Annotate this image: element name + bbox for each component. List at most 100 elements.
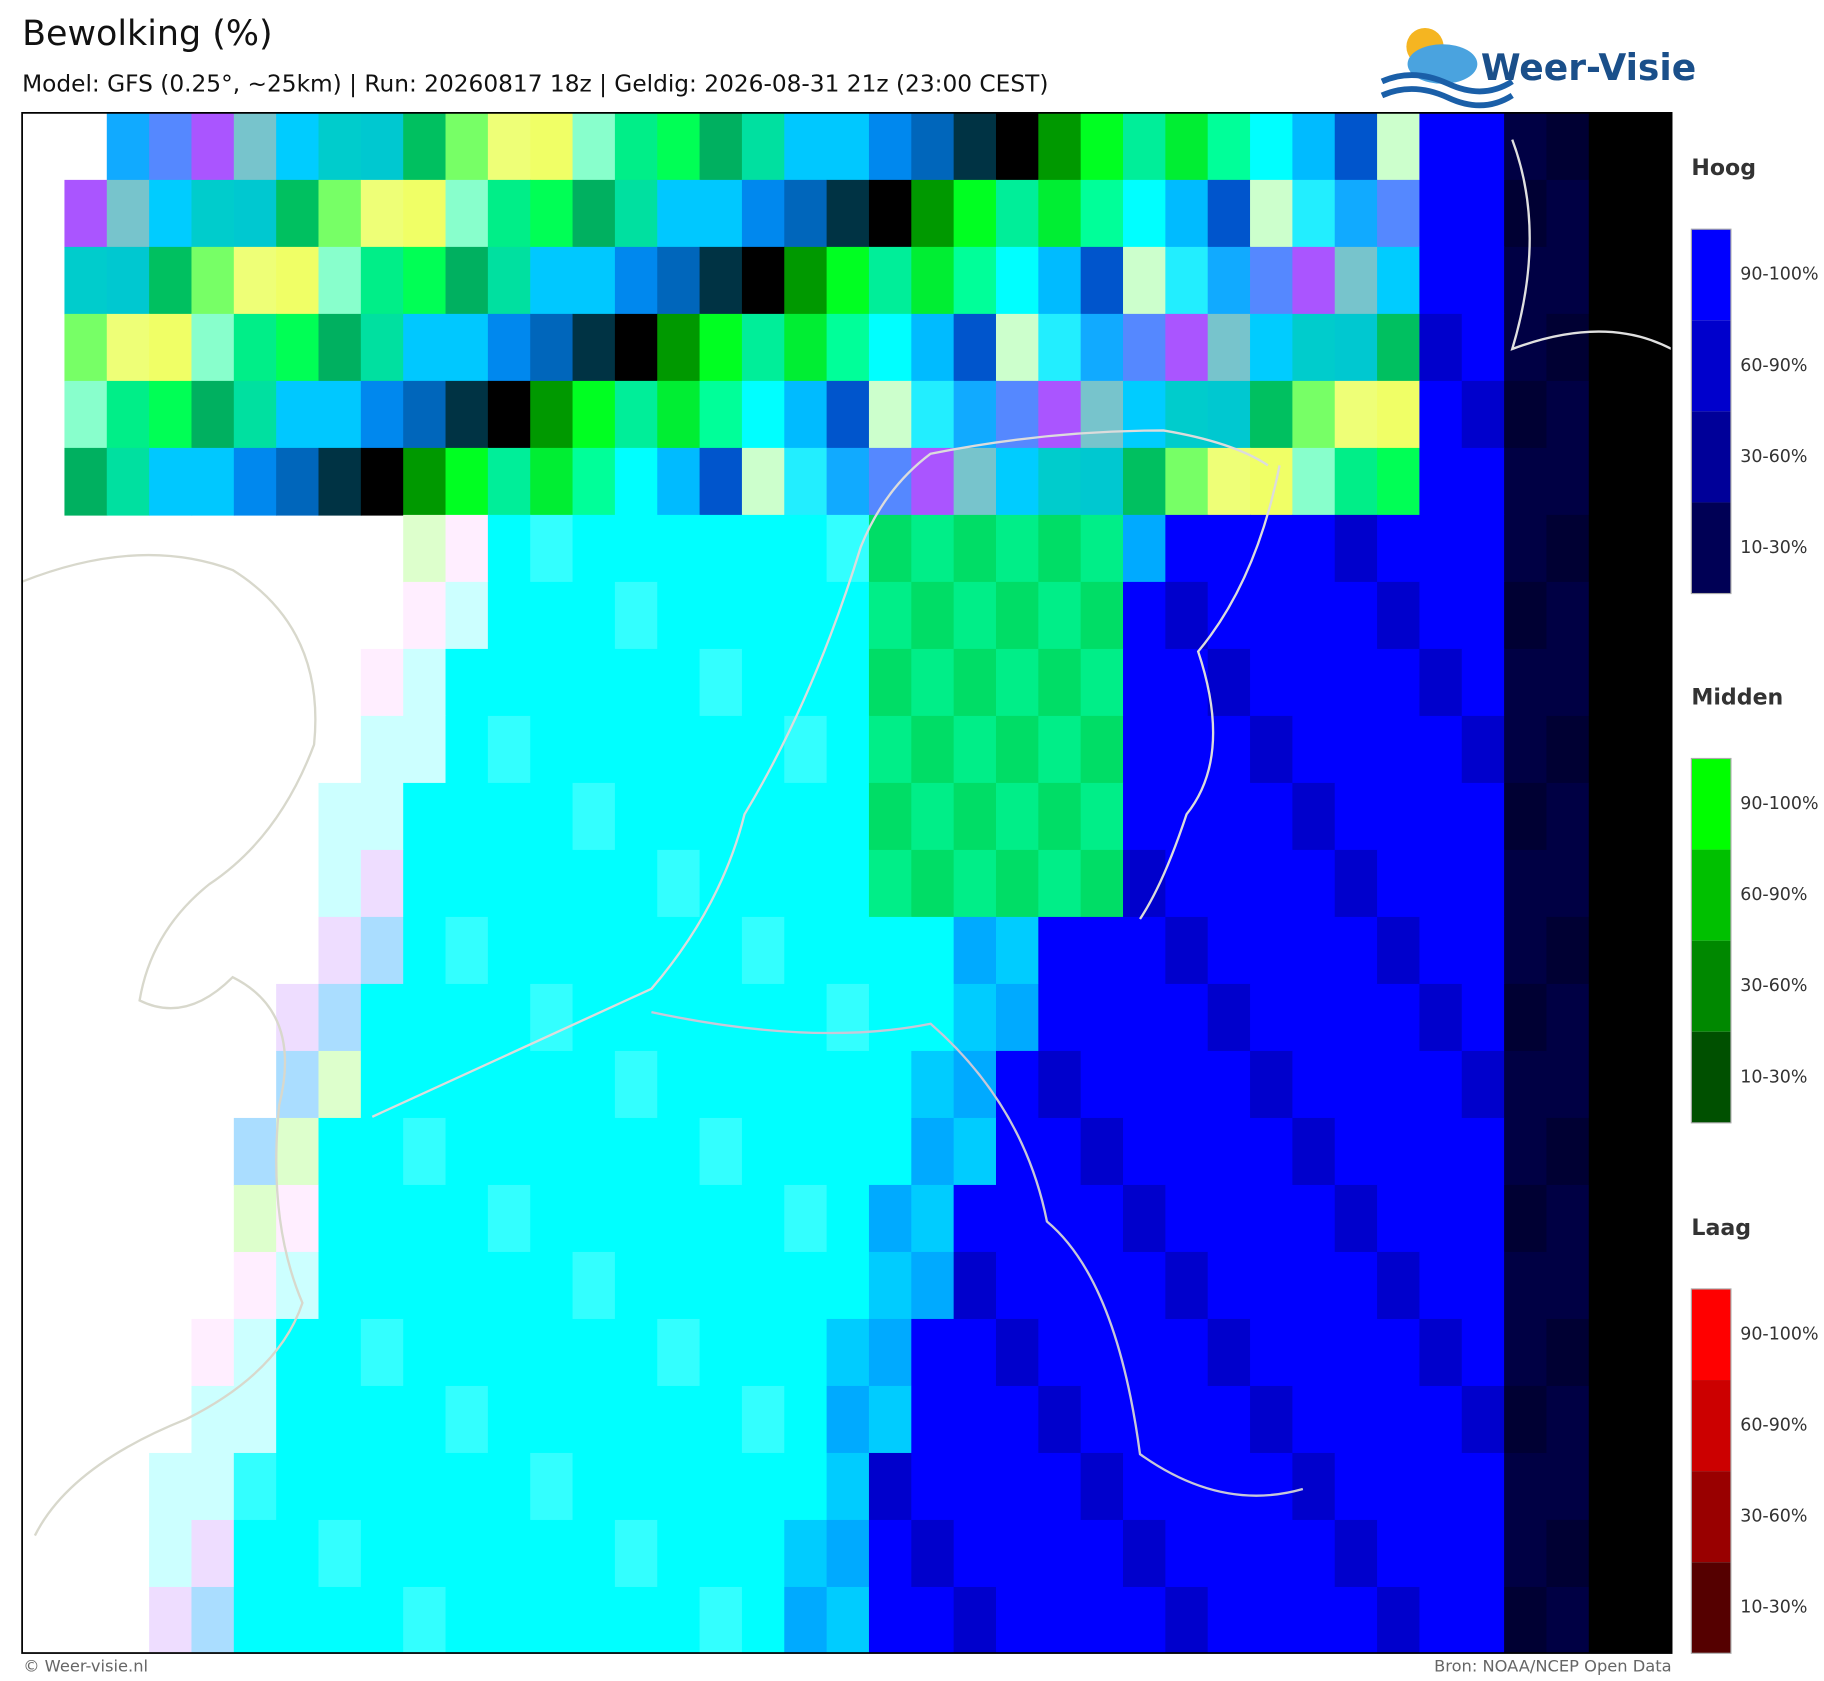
cloud-cell <box>1250 1385 1294 1454</box>
cloud-cell <box>657 849 701 918</box>
cloud-cell <box>657 447 701 516</box>
cloud-cell <box>1377 983 1421 1052</box>
legend-label: 10-30% <box>1740 1598 1807 1618</box>
cloud-cell <box>699 916 743 985</box>
cloud-cell <box>826 782 870 851</box>
cloud-cell <box>318 1050 362 1119</box>
cloud-cell <box>868 1385 912 1454</box>
cloud-cell <box>826 179 870 248</box>
cloud-cell <box>1631 246 1672 315</box>
cloud-cell <box>530 447 574 516</box>
cloud-cell <box>911 1586 955 1654</box>
cloud-cell <box>1080 849 1124 918</box>
cloud-cell <box>530 648 574 717</box>
cloud-cell <box>741 179 785 248</box>
cloud-cell <box>487 447 531 516</box>
cloud-cell <box>911 246 955 315</box>
legend-swatch <box>1691 411 1731 503</box>
cloud-cell <box>911 1184 955 1253</box>
cloud-cell <box>1504 648 1548 717</box>
cloud-cell <box>1080 313 1124 382</box>
cloud-cell <box>826 849 870 918</box>
cloud-cell <box>1038 1184 1082 1253</box>
cloud-cell <box>1080 782 1124 851</box>
cloud-cell <box>572 179 616 248</box>
cloud-cell <box>445 246 489 315</box>
cloud-cell <box>1419 1519 1463 1588</box>
cloud-cell <box>487 648 531 717</box>
cloud-cell <box>1038 1586 1082 1654</box>
coast-denmark <box>1510 139 1672 351</box>
cloud-cell <box>64 380 108 449</box>
cloud-cell <box>1165 648 1209 717</box>
cloud-cell <box>403 1586 447 1654</box>
logo-waves <box>1380 72 1514 109</box>
cloud-cell <box>445 1318 489 1387</box>
cloud-cell <box>614 782 658 851</box>
cloud-cell <box>657 313 701 382</box>
cloud-cell <box>657 1318 701 1387</box>
cloud-cell <box>1546 447 1590 516</box>
cloud-cell <box>699 514 743 583</box>
legend-title: Laag <box>1691 1215 1751 1241</box>
cloud-cell <box>1334 1117 1378 1186</box>
cloud-cell <box>1377 1117 1421 1186</box>
legend-label: 90-100% <box>1740 794 1818 814</box>
cloud-cell <box>1080 916 1124 985</box>
cloud-cell <box>741 782 785 851</box>
cloud-cell <box>657 782 701 851</box>
cloud-cell <box>784 1318 828 1387</box>
cloud-cell <box>1631 1184 1672 1253</box>
cloud-cell <box>1588 1251 1632 1320</box>
cloud-cell <box>487 1251 531 1320</box>
cloud-cell <box>1504 1385 1548 1454</box>
cloud-cell <box>1504 916 1548 985</box>
cloud-cell <box>699 447 743 516</box>
cloud-cell <box>1377 849 1421 918</box>
cloud-cell <box>1250 1117 1294 1186</box>
cloud-cell <box>1461 1318 1505 1387</box>
cloud-cell <box>403 1050 447 1119</box>
cloud-cell <box>1546 1586 1590 1654</box>
cloud-cell <box>741 514 785 583</box>
cloud-cell <box>741 916 785 985</box>
cloud-cell <box>1461 1050 1505 1119</box>
cloud-cell <box>1631 849 1672 918</box>
logo: Weer-Visie <box>1380 27 1696 109</box>
cloud-cell <box>1250 1318 1294 1387</box>
cloud-cell <box>1377 1184 1421 1253</box>
cloud-cell <box>1419 849 1463 918</box>
cloud-cell <box>995 313 1040 382</box>
cloud-cell <box>445 1385 489 1454</box>
cloud-cell <box>360 916 404 985</box>
cloud-cell <box>826 1184 870 1253</box>
cloud-cell <box>911 313 955 382</box>
cloud-cell <box>149 179 193 248</box>
cloud-cell <box>826 715 870 784</box>
cloud-cell <box>1461 983 1505 1052</box>
cloud-cell <box>1123 1586 1167 1654</box>
cloud-cell <box>1461 246 1505 315</box>
cloud-cell <box>657 514 701 583</box>
cloud-cell <box>826 1586 870 1654</box>
cloud-cell <box>1207 1318 1251 1387</box>
cloud-cell <box>1631 447 1672 516</box>
cloud-cell <box>1250 849 1294 918</box>
cloud-cell <box>1165 916 1209 985</box>
cloud-cell <box>1123 246 1167 315</box>
cloud-cell <box>741 1251 785 1320</box>
cloud-cell <box>868 782 912 851</box>
cloud-cell <box>1165 983 1209 1052</box>
cloud-cell <box>1207 782 1251 851</box>
cloud-cell <box>572 849 616 918</box>
cloud-cell <box>360 782 404 851</box>
cloud-cell <box>1123 179 1167 248</box>
cloud-cell <box>1334 1050 1378 1119</box>
cloud-cell <box>953 1251 997 1320</box>
cloud-cell <box>1207 1519 1251 1588</box>
cloud-cell <box>868 916 912 985</box>
cloud-cell <box>1250 179 1294 248</box>
cloud-cell <box>1504 849 1548 918</box>
cloud-cell <box>1631 648 1672 717</box>
cloud-cell <box>360 849 404 918</box>
